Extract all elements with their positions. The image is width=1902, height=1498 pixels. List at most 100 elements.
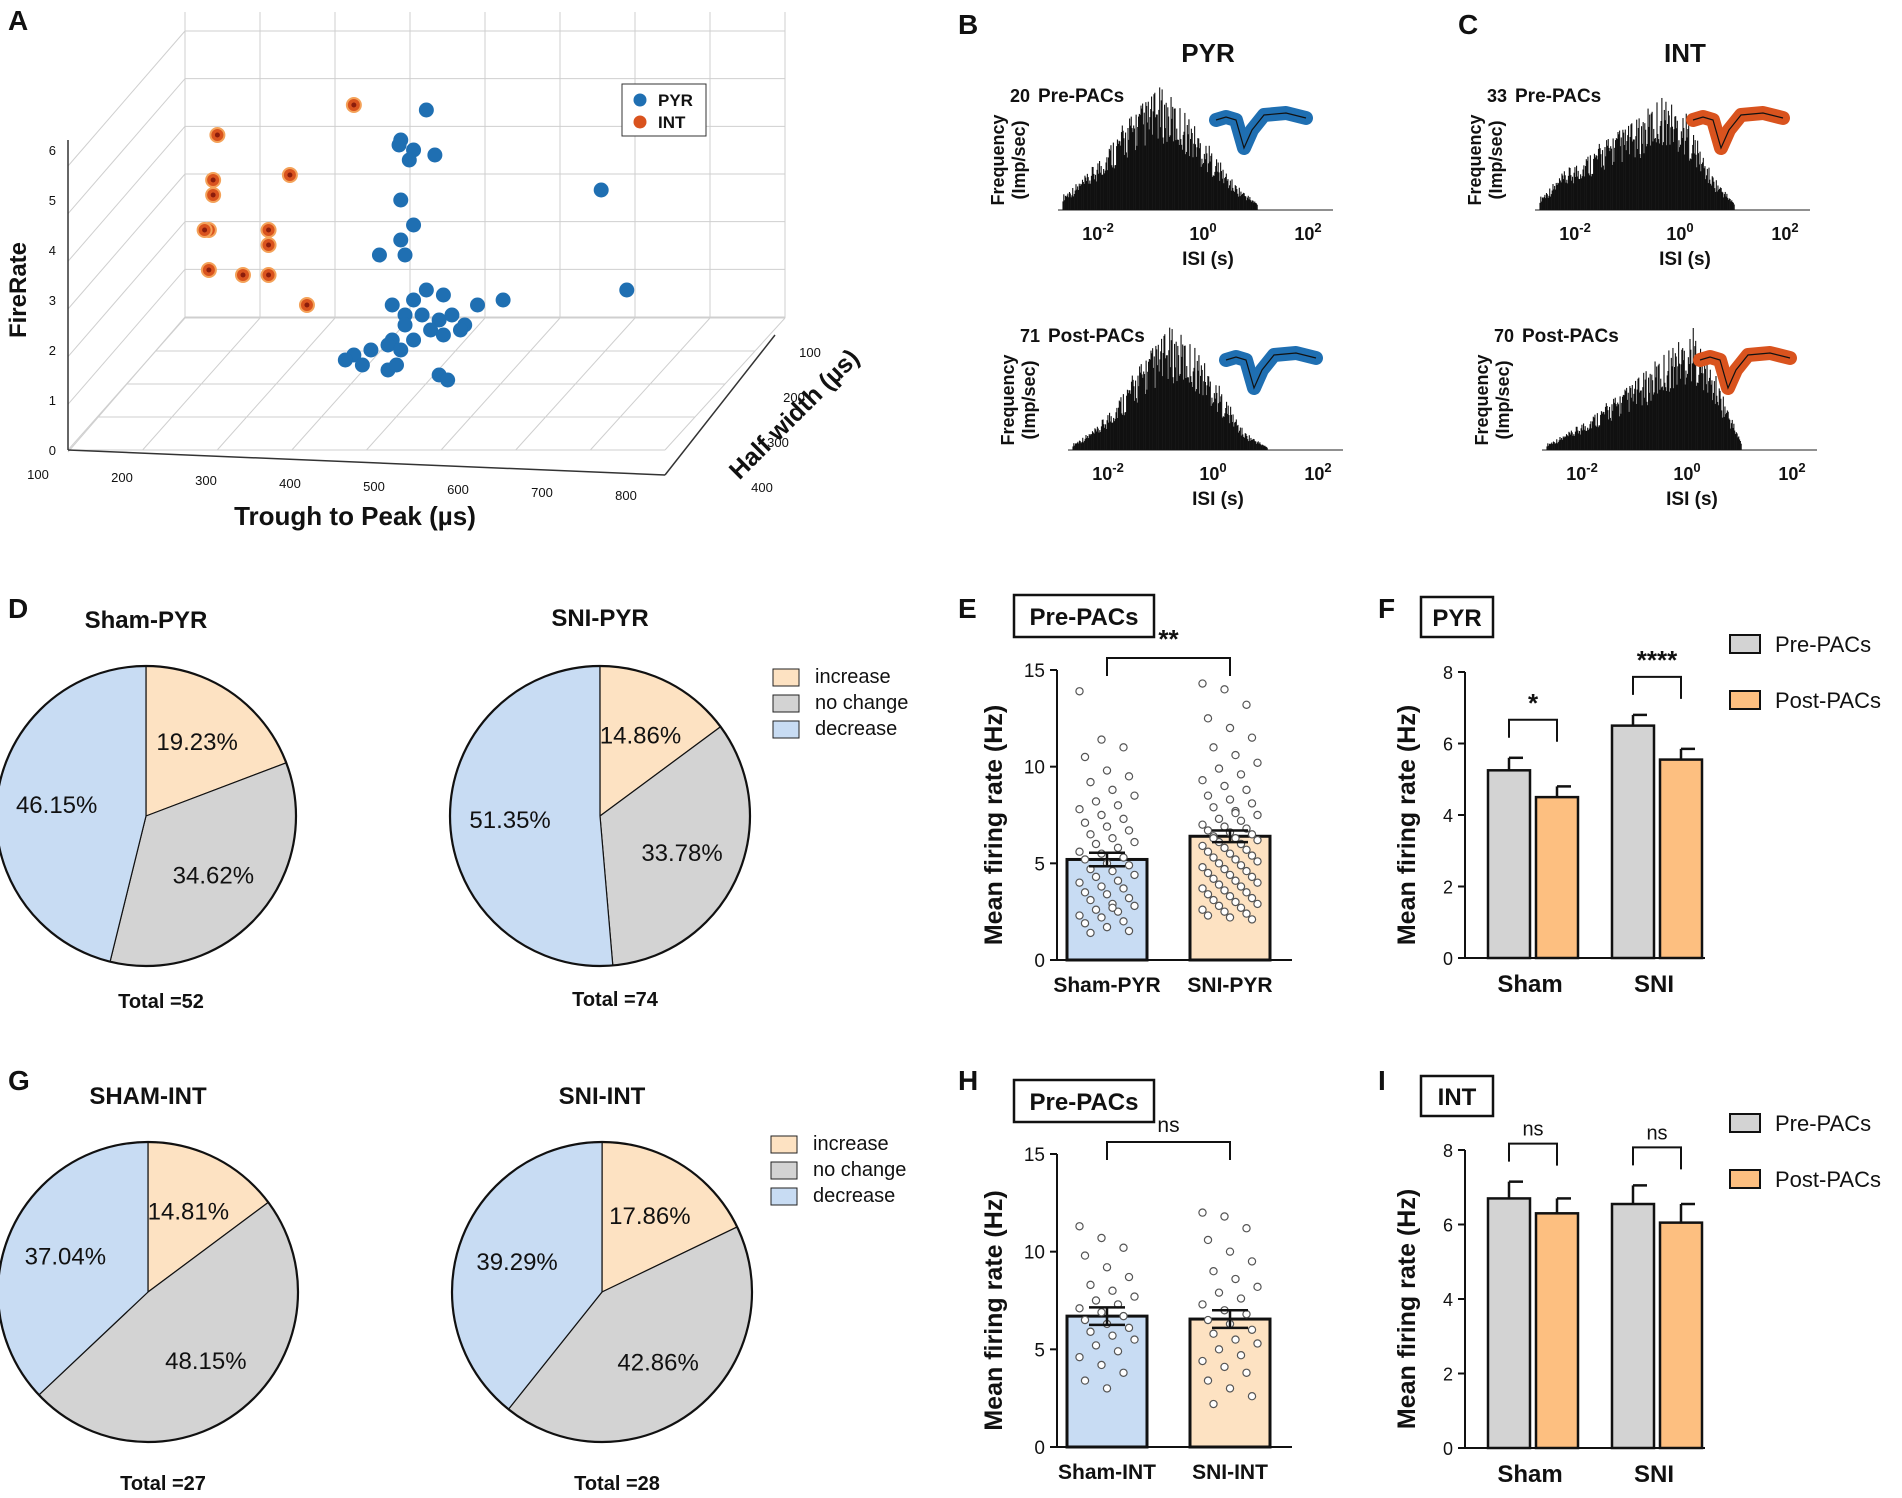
data-point [1231, 750, 1240, 760]
data-point [1086, 830, 1095, 839]
data-point [1119, 884, 1128, 893]
legend-label: decrease [815, 718, 897, 740]
data-point [1247, 799, 1257, 808]
x-tick-label: 800 [615, 488, 637, 503]
data-point [1242, 1309, 1251, 1319]
data-point [1075, 911, 1084, 920]
y-tick-label: 4 [49, 243, 56, 258]
data-point [1236, 861, 1246, 870]
panel-letter-h: H [958, 1065, 978, 1096]
y-axis-title: Mean firing rate (Hz) [1393, 705, 1421, 945]
tick-exponent: 0 [1693, 460, 1700, 475]
legend-swatch [1729, 1113, 1761, 1133]
waveform-mean [1215, 112, 1307, 150]
pie-outline [0, 1140, 300, 1444]
data-point [1198, 1356, 1207, 1366]
tick-base: 10 [1673, 464, 1693, 484]
data-point [1253, 1282, 1262, 1292]
data-point [1225, 870, 1235, 880]
data-point [1209, 1399, 1218, 1409]
data-point [1113, 843, 1123, 853]
int-point-center [240, 272, 246, 278]
y-axis-title: Frequency [1472, 354, 1492, 445]
y-tick-label: 6 [49, 143, 56, 158]
data-point [1198, 776, 1207, 785]
data-point [1231, 1335, 1240, 1344]
data-point [1220, 886, 1229, 895]
grid-line [67, 221, 186, 357]
pie-legend-pyr: increase no change decrease [772, 666, 908, 740]
pyr-point [337, 352, 353, 368]
bar-pre-pacs [1610, 1202, 1656, 1450]
tick-exponent: -2 [1102, 220, 1114, 235]
pyr-point [418, 102, 434, 118]
pyr-point [389, 357, 404, 373]
y-tick-label: 0 [49, 443, 56, 458]
data-point [1203, 890, 1213, 899]
data-point [1075, 1222, 1084, 1231]
data-point [1242, 888, 1251, 897]
x-axis-title: ISI (s) [1192, 489, 1244, 510]
data-point [1242, 1224, 1251, 1233]
data-point [1203, 1235, 1213, 1245]
data-point [1214, 814, 1224, 824]
data-point [1113, 1347, 1123, 1356]
tick-base: 10 [1294, 224, 1314, 244]
data-point [1097, 913, 1106, 922]
data-point [1075, 687, 1084, 696]
panel-letter-i: I [1378, 1065, 1386, 1096]
int-point-center [351, 102, 357, 108]
y-tick-label: 6 [1443, 1216, 1453, 1236]
y-max-label: 70 [1494, 326, 1514, 346]
data-point [1214, 880, 1224, 889]
x-tick-label: 102 [1771, 220, 1798, 244]
pie-slice-label: 33.78% [641, 840, 722, 867]
data-point [1247, 1257, 1257, 1266]
y-axis-title-unit: (Imp/sec) [1019, 360, 1039, 439]
depth-tick-label: 100 [799, 345, 821, 360]
data-point [1253, 899, 1262, 909]
pyr-point [423, 322, 439, 338]
tick-exponent: 0 [1686, 220, 1693, 235]
grid-line [67, 269, 186, 405]
data-point [1225, 795, 1235, 804]
data-point [1198, 1300, 1207, 1309]
data-point [1220, 822, 1229, 831]
panel-letter-f: F [1378, 593, 1395, 624]
data-point [1091, 797, 1101, 806]
data-point [1108, 785, 1117, 795]
legend-label: increase [813, 1133, 889, 1155]
panel-f-grouped-bar: 0 2 4 6 8 Mean firing rate (Hz) PYR * Sham **** SN… [1393, 595, 1881, 998]
data-point [1225, 849, 1235, 858]
data-point [1198, 841, 1207, 851]
tick-base: 10 [1771, 224, 1791, 244]
data-point [1242, 909, 1251, 918]
panel-letter-e: E [958, 593, 977, 624]
pyr-point [444, 307, 460, 323]
y-axis-title-unit: (Imp/sec) [1009, 120, 1029, 199]
data-point [1130, 1292, 1139, 1301]
pie-total: Total =27 [120, 1473, 206, 1495]
significance-label: ** [1158, 624, 1179, 654]
x-tick-label: 10-2 [1559, 220, 1591, 244]
data-point [1209, 803, 1218, 812]
depth-tick-label: 300 [767, 435, 789, 450]
y-max-label: 33 [1487, 86, 1507, 106]
pyr-point [406, 332, 422, 348]
data-point [1086, 777, 1095, 787]
tick-base: 10 [1666, 224, 1686, 244]
data-point [1247, 915, 1257, 924]
grid-line [67, 78, 186, 214]
data-point [1247, 1392, 1257, 1401]
x-axis-title: ISI (s) [1182, 249, 1234, 270]
data-point [1086, 1280, 1095, 1290]
data-point [1236, 1294, 1246, 1303]
data-point [1124, 926, 1134, 936]
pyr-point [384, 297, 400, 313]
legend-swatch [770, 1135, 798, 1154]
data-point [1097, 735, 1106, 744]
pie-title: SHAM-INT [89, 1083, 207, 1110]
pie-slice-label: 51.35% [469, 807, 550, 834]
panel-e-bar: 0 5 10 15 Mean firing rate (Hz) Pre-PACs Sham-… [980, 593, 1292, 997]
